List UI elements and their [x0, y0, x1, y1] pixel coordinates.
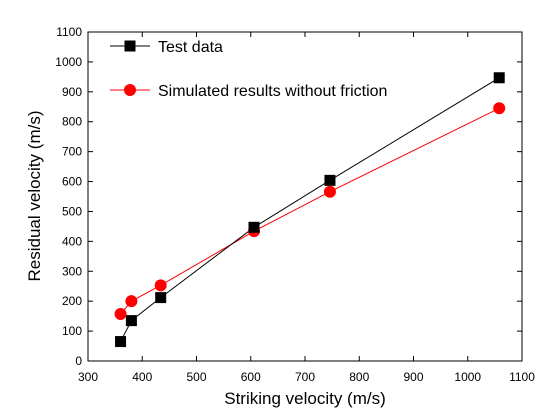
simulated-data-point — [323, 185, 336, 198]
simulated-data-point — [125, 295, 138, 308]
plot-frame — [87, 31, 523, 362]
x-tick-label: 500 — [186, 370, 206, 384]
y-tick-label: 500 — [62, 204, 82, 218]
y-tick-label: 300 — [62, 264, 82, 278]
y-tick-label: 700 — [62, 145, 82, 159]
simulated-data-point — [114, 308, 127, 321]
legend-item: Simulated results without friction — [110, 83, 387, 100]
test-data-point — [125, 315, 137, 327]
x-tick-label: 800 — [349, 370, 369, 384]
test-data-point — [248, 221, 260, 233]
x-tick-label: 700 — [295, 370, 315, 384]
test-data-point — [324, 174, 336, 186]
series-line-test-data — [120, 77, 500, 342]
simulated-data-point — [493, 102, 506, 115]
x-tick-label: 900 — [403, 370, 423, 384]
legend-label: Test data — [158, 39, 223, 56]
y-tick-label: 1100 — [56, 25, 82, 39]
y-axis-title: Residual velocity (m/s) — [25, 111, 44, 282]
series-line-simulated — [120, 107, 500, 315]
legend-square-marker — [124, 40, 136, 52]
legend-label: Simulated results without friction — [158, 83, 387, 100]
y-tick-label: 600 — [62, 175, 82, 189]
x-tick-label: 400 — [132, 370, 152, 384]
test-data-point — [115, 336, 127, 348]
y-tick-label: 100 — [62, 324, 82, 338]
legend-item: Test data — [110, 39, 223, 56]
y-tick-label: 200 — [62, 294, 82, 308]
series-layer — [114, 72, 506, 348]
x-tick-label: 600 — [241, 370, 261, 384]
x-tick-label: 1000 — [454, 370, 481, 384]
y-axis: 0 100 200 300 400 500 600 700 800 900 1000 1100 — [55, 25, 522, 368]
simulated-data-point — [154, 279, 167, 292]
y-tick-label: 900 — [62, 85, 82, 99]
y-tick-label: 800 — [62, 115, 82, 129]
y-tick-label: 400 — [62, 234, 82, 248]
legend: Test data Simulated results without frict… — [110, 39, 387, 100]
test-data-point — [155, 292, 167, 304]
legend-circle-marker — [124, 84, 136, 96]
y-tick-label: 0 — [75, 354, 82, 368]
x-axis-title: Striking velocity (m/s) — [224, 389, 386, 408]
x-tick-label: 1100 — [509, 370, 535, 384]
test-data-point — [493, 72, 505, 84]
x-axis: 300 400 500 600 700 800 900 1000 1100 — [78, 32, 535, 384]
y-tick-label: 1000 — [55, 55, 82, 69]
x-tick-label: 300 — [78, 370, 98, 384]
